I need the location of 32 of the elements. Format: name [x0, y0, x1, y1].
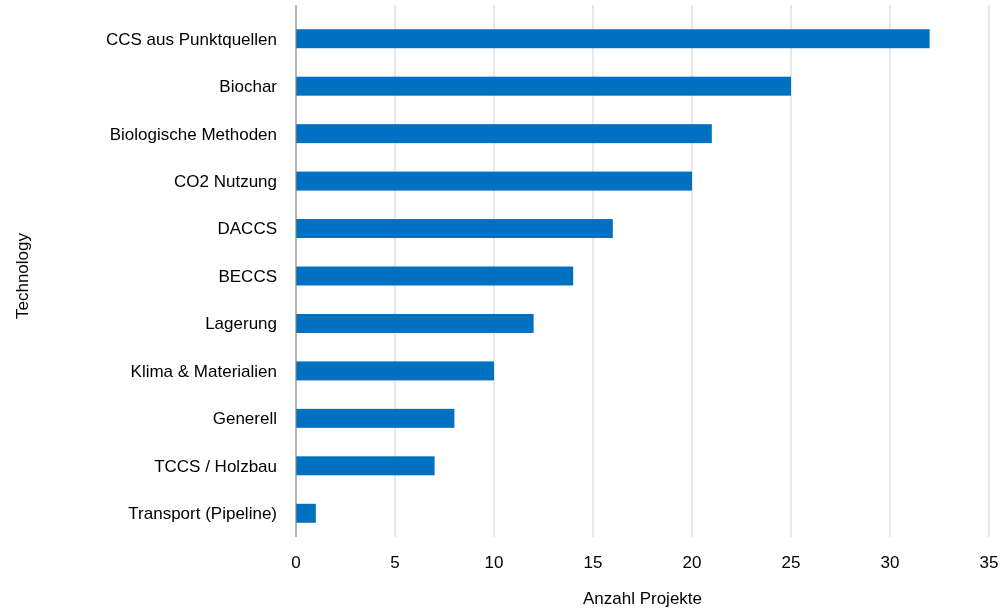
- y-tick-label: Klima & Materialien: [130, 361, 277, 381]
- y-axis-title: Technology: [13, 232, 32, 320]
- y-tick-label: Generell: [212, 409, 277, 429]
- x-tick-label: 25: [781, 553, 801, 572]
- x-axis-title: Anzahl Projekte: [582, 589, 703, 608]
- bar: [296, 124, 712, 144]
- y-tick-label: TCCS / Holzbau: [154, 456, 277, 476]
- bar: [296, 503, 316, 523]
- x-tick-label: 10: [484, 553, 504, 572]
- bar: [296, 29, 930, 49]
- y-tick-label: BECCS: [218, 266, 277, 286]
- bar: [296, 266, 574, 286]
- bar: [296, 408, 455, 428]
- bar: [296, 171, 692, 191]
- y-tick-label: Biologische Methoden: [109, 124, 277, 144]
- x-tick-label: 30: [880, 553, 900, 572]
- y-tick-label: Biochar: [219, 77, 278, 97]
- bar: [296, 361, 494, 381]
- x-tick-label: 5: [390, 553, 400, 572]
- bar: [296, 219, 613, 239]
- x-tick-label: 20: [682, 553, 702, 572]
- bar: [296, 313, 534, 333]
- y-tick-label: Transport (Pipeline): [128, 504, 277, 524]
- y-tick-label: CCS aus Punktquellen: [105, 29, 277, 49]
- x-tick-label: 35: [979, 553, 999, 572]
- y-tick-label: DACCS: [217, 219, 277, 239]
- x-tick-label: 0: [291, 553, 301, 572]
- y-tick-label: CO2 Nutzung: [174, 172, 277, 192]
- bar: [296, 456, 435, 476]
- x-tick-label: 15: [583, 553, 603, 572]
- y-tick-label: Lagerung: [205, 314, 277, 334]
- bar: [296, 76, 791, 96]
